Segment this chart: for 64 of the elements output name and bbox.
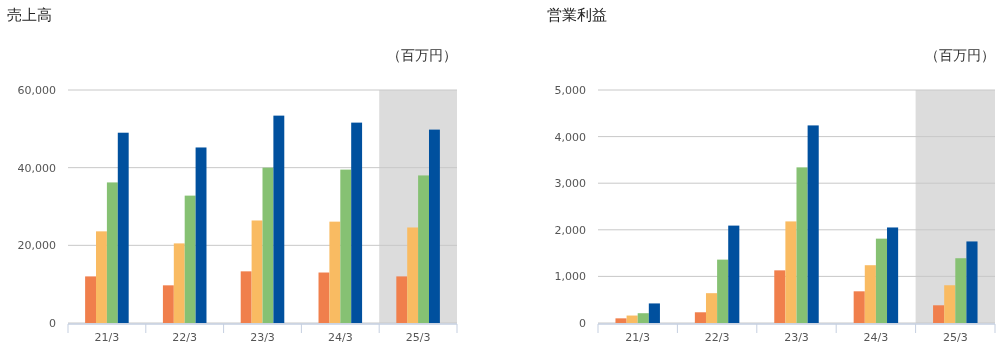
- bar: [774, 270, 786, 323]
- bar: [615, 318, 627, 323]
- bar: [694, 312, 706, 323]
- bar: [173, 243, 185, 323]
- bar: [162, 285, 174, 323]
- bar: [705, 293, 718, 323]
- bar: [728, 225, 740, 323]
- y-tick-label: 60,000: [17, 84, 56, 97]
- bar: [251, 220, 263, 323]
- bar: [717, 259, 729, 323]
- y-tick-label: 5,000: [554, 84, 586, 97]
- bar: [195, 147, 207, 323]
- bar: [966, 241, 978, 323]
- x-tick-label: 25/3: [942, 331, 968, 344]
- y-tick-label: 40,000: [17, 161, 56, 175]
- bar: [864, 265, 876, 323]
- bar: [637, 313, 649, 323]
- bar: [351, 122, 363, 323]
- text: （百万円）: [387, 47, 457, 63]
- x-tick-label: 22/3: [172, 331, 198, 344]
- x-tick-label: 24/3: [863, 331, 889, 344]
- y-tick-label: 0: [579, 317, 586, 330]
- x-tick-label: 25/3: [405, 331, 431, 344]
- bar: [418, 175, 429, 323]
- bar: [626, 315, 638, 323]
- bar: [329, 221, 341, 323]
- bar: [887, 227, 899, 323]
- bar: [85, 276, 97, 323]
- bar: [648, 303, 660, 323]
- x-tick-label: 22/3: [704, 331, 730, 344]
- bar: [262, 167, 274, 323]
- bar: [273, 115, 285, 323]
- bar: [96, 231, 107, 323]
- y-tick-label: 2,000: [554, 223, 586, 237]
- bar: [853, 291, 865, 323]
- x-tick-label: 24/3: [327, 331, 353, 344]
- text: （百万円）: [925, 47, 995, 63]
- y-tick-label: 20,000: [17, 239, 56, 253]
- bar: [117, 132, 129, 323]
- bar: [944, 285, 956, 323]
- bar: [340, 169, 352, 323]
- bar: [875, 238, 888, 323]
- y-tick-label: 1,000: [554, 270, 586, 284]
- chart-title: 営業利益: [547, 6, 607, 24]
- bar: [106, 182, 118, 323]
- bar: [240, 271, 252, 323]
- y-tick-label: 3,000: [554, 177, 586, 191]
- bar: [407, 227, 419, 323]
- bar: [807, 125, 819, 323]
- x-tick-label: 23/3: [784, 331, 809, 344]
- y-tick-label: 0: [49, 317, 56, 330]
- bar: [796, 167, 808, 323]
- bar: [318, 272, 330, 323]
- bar: [184, 195, 196, 323]
- chart-title: 売上高: [7, 6, 52, 24]
- y-tick-label: 4,000: [554, 130, 586, 144]
- bar: [933, 305, 945, 323]
- bar: [428, 129, 440, 323]
- bar: [955, 258, 967, 323]
- x-tick-label: 23/3: [250, 331, 275, 344]
- x-tick-label: 21/3: [625, 331, 651, 344]
- bar: [396, 276, 408, 323]
- x-tick-label: 21/3: [94, 331, 120, 344]
- bar: [785, 221, 797, 323]
